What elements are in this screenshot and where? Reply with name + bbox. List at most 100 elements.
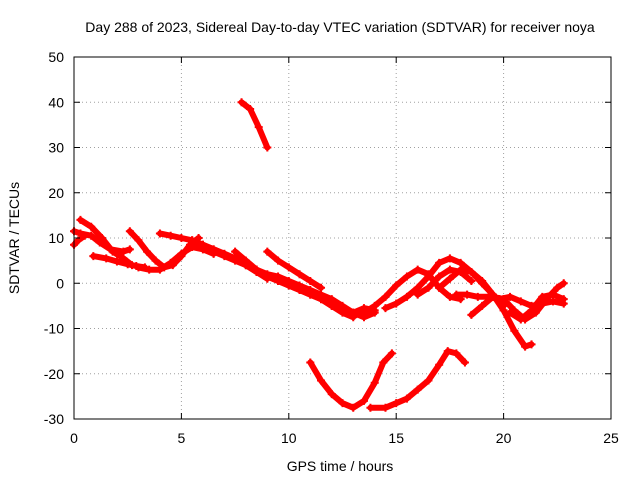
data-point-arc-19-6 — [516, 297, 525, 306]
data-point-arc-10-11 — [349, 308, 358, 317]
data-point-arc-21-3 — [538, 292, 547, 301]
data-point-arc-13-2 — [327, 390, 336, 399]
data-point-arc-13-4 — [349, 403, 358, 412]
x-tick-label: 20 — [496, 430, 512, 446]
x-tick-label: 25 — [603, 430, 619, 446]
data-point-arc-15-0 — [359, 308, 368, 317]
x-axis-ticks: 0 5 10 15 20 25 — [70, 57, 619, 446]
data-point-arc-18-2 — [456, 265, 465, 274]
data-point-arc-16-6 — [445, 254, 454, 263]
data-point-arc-6-5 — [188, 243, 197, 252]
x-tick-label: 10 — [281, 430, 297, 446]
chart-title: Day 288 of 2023, Sidereal Day-to-day VTE… — [85, 19, 595, 35]
y-tick-label: 20 — [48, 185, 64, 201]
data-point-arc-12-2 — [284, 263, 293, 272]
series-arc-17 — [414, 266, 475, 298]
data-point-arc-14-5 — [424, 376, 433, 385]
data-point-arc-4-2 — [112, 257, 121, 266]
data-point-arc-16-5 — [435, 258, 444, 267]
data-point-arc-17-1 — [424, 283, 433, 292]
data-point-arc-6-0 — [134, 263, 143, 272]
data-point-arc-15-4 — [402, 272, 411, 281]
series-arc-12 — [264, 248, 324, 291]
data-point-arc-4-3 — [123, 260, 132, 269]
data-series — [70, 98, 568, 412]
data-point-arc-9-11 — [327, 295, 336, 304]
data-point-arc-19-5 — [506, 292, 515, 301]
data-point-arc-13-0 — [306, 358, 315, 367]
series-arc-10 — [232, 248, 378, 316]
data-point-arc-6-4 — [177, 249, 186, 258]
data-point-arc-15-3 — [392, 281, 401, 290]
data-point-arc-20-0 — [467, 310, 476, 319]
data-point-arc-12-4 — [306, 276, 315, 285]
data-point-arc-10-7 — [306, 290, 315, 299]
data-point-arc-6-1 — [145, 265, 154, 274]
data-point-arc-14-9 — [460, 358, 469, 367]
data-point-arc-10-9 — [327, 301, 336, 310]
data-point-arc-10-0 — [231, 247, 240, 256]
series-arc-15 — [361, 266, 464, 316]
x-tick-label: 5 — [178, 430, 186, 446]
data-point-arc-3-0 — [76, 215, 85, 224]
data-point-arc-20-1 — [478, 301, 487, 310]
data-point-arc-19-9 — [549, 297, 558, 306]
data-point-arc-15-2 — [381, 292, 390, 301]
y-tick-label: -20 — [44, 366, 64, 382]
data-point-arc-17-0 — [413, 290, 422, 299]
x-tick-label: 15 — [388, 430, 404, 446]
data-point-arc-16-1 — [392, 299, 401, 308]
data-point-arc-10-4 — [274, 276, 283, 285]
data-point-arc-21-2 — [527, 306, 536, 315]
data-point-arc-21-5 — [559, 295, 568, 304]
data-point-arc-11-3 — [263, 143, 272, 152]
data-point-arc-4-0 — [89, 252, 98, 261]
data-point-arc-6-3 — [166, 258, 175, 267]
data-point-arc-14-0 — [366, 403, 375, 412]
y-axis-ticks: -30 -20 -10 0 10 20 30 40 50 — [44, 49, 611, 427]
data-point-arc-14-1 — [381, 403, 390, 412]
data-point-arc-4-1 — [102, 254, 111, 263]
data-point-arc-14-6 — [435, 360, 444, 369]
y-tick-label: 10 — [48, 230, 64, 246]
data-point-arc-13-3 — [338, 399, 347, 408]
y-tick-label: -30 — [44, 411, 64, 427]
data-point-arc-16-2 — [402, 292, 411, 301]
data-point-arc-11-0 — [237, 98, 246, 107]
y-axis-title: SDTVAR / TECUs — [6, 182, 22, 294]
data-point-arc-13-6 — [370, 378, 379, 387]
series-arc-3 — [77, 216, 135, 269]
data-point-arc-10-3 — [263, 272, 272, 281]
data-point-arc-1-6 — [125, 245, 134, 254]
data-point-arc-3-3 — [108, 247, 117, 256]
data-point-arc-12-5 — [317, 283, 326, 292]
data-point-arc-10-1 — [241, 256, 250, 265]
data-point-arc-16-3 — [413, 283, 422, 292]
y-tick-label: 50 — [48, 49, 64, 65]
data-point-arc-5-1 — [134, 236, 143, 245]
data-point-arc-3-1 — [87, 222, 96, 231]
data-point-arc-18-1 — [445, 274, 454, 283]
x-tick-label: 0 — [70, 430, 78, 446]
series-arc-14 — [367, 348, 468, 411]
data-point-arc-18-6 — [499, 306, 508, 315]
data-point-arc-17-5 — [467, 276, 476, 285]
data-point-arc-13-1 — [317, 376, 326, 385]
data-point-arc-20-8 — [553, 283, 562, 292]
data-point-arc-6-2 — [155, 265, 164, 274]
data-point-arc-10-2 — [252, 265, 261, 274]
data-point-arc-8-1 — [198, 240, 207, 249]
data-point-arc-15-8 — [445, 292, 454, 301]
data-point-arc-19-0 — [452, 290, 461, 299]
data-point-arc-14-8 — [452, 349, 461, 358]
data-point-arc-16-4 — [424, 272, 433, 281]
data-point-arc-1-5 — [119, 247, 128, 256]
data-point-arc-12-3 — [295, 270, 304, 279]
data-point-arc-21-0 — [506, 308, 515, 317]
data-point-arc-13-5 — [359, 396, 368, 405]
series-arc-18 — [436, 266, 535, 350]
data-point-arc-21-1 — [516, 315, 525, 324]
data-point-arc-9-2 — [231, 256, 240, 265]
data-point-arc-13-7 — [379, 358, 388, 367]
